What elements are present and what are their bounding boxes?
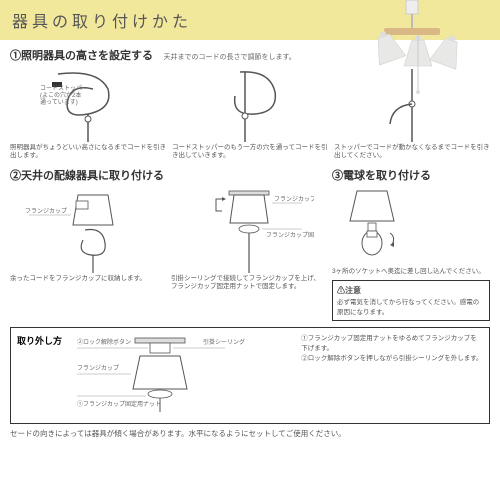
step2-1: フランジカップ 余ったコードをフランジカップに収納します。: [10, 185, 165, 292]
title-bar: 器具の取り付けかた: [0, 0, 500, 40]
caution-box: ⚠注意 必ず電気を消してから行なってください。感電の原因になります。: [332, 280, 490, 321]
step1-1-caption: 照明器具がちょうどいい高さになるまでコードを引き出します。: [10, 144, 166, 161]
svg-text:(よこの穴が2本: (よこの穴が2本: [40, 91, 81, 99]
removal-box: 取り外し方 ②ロック解除ボタン フランジカップ ①フランジカップ固定用ナット 引…: [10, 327, 490, 424]
svg-text:①フランジカップ固定用ナット: ①フランジカップ固定用ナット: [77, 400, 161, 408]
section-1: ①照明器具の高さを設定する 天井までのコードの長さで調節をします。 コードストッ…: [10, 46, 490, 161]
step2-1-caption: 余ったコードをフランジカップに収納します。: [10, 275, 165, 283]
section1-heading: ①照明器具の高さを設定する: [10, 50, 153, 62]
step1-1: コードストッパー (よこの穴が2本 通っています) 照明器具がちょうどいい高さに…: [10, 64, 166, 161]
svg-text:引掛シーリング: 引掛シーリング: [203, 338, 245, 346]
step1-2-caption: コードストッパーのもう一方の穴を通ってコードを引き出していきます。: [172, 144, 328, 161]
step3-caption: 3ヶ所のソケットへ奥迄に差し回し込んでください。: [332, 268, 490, 276]
svg-text:フランジカップ: フランジカップ: [25, 208, 67, 215]
content: ①照明器具の高さを設定する 天井までのコードの長さで調節をします。 コードストッ…: [0, 40, 500, 443]
diagram-cord-2: [200, 64, 300, 144]
svg-text:フランジカップ: フランジカップ: [274, 196, 314, 203]
svg-text:②ロック解除ボタン: ②ロック解除ボタン: [77, 338, 131, 346]
caution-body: 必ず電気を消してから行なってください。感電の原因になります。: [337, 296, 485, 316]
svg-text:通っています): 通っています): [40, 98, 78, 106]
svg-text:コードストッパー: コードストッパー: [40, 85, 88, 92]
caution-title: 注意: [345, 286, 361, 295]
section-3: ③電球を取り付ける 3ヶ所のソケットへ奥迄に差し回し込んでください。 ⚠注意 必…: [332, 163, 490, 321]
section2-heading: ②天井の配線器具に取り付ける: [10, 167, 326, 183]
removal-steps: ①フランジカップ固定用ナットをゆるめてフランジカップを下げます。 ②ロック解除ボ…: [301, 334, 483, 417]
removal-title: 取り外し方: [17, 334, 67, 417]
step1-3-caption: ストッパーでコードが動かなくなるまでコードを引き出してください。: [334, 144, 490, 161]
step1-2: コードストッパーのもう一方の穴を通ってコードを引き出していきます。: [172, 64, 328, 161]
diagram-flange-2: フランジカップ フランジカップ固定用ナット: [184, 185, 314, 275]
step2-2-caption: 引掛シーリングで接続してフランジカップを上げ、フランジカップ固定用ナットで固定し…: [171, 275, 326, 292]
section3-heading: ③電球を取り付ける: [332, 167, 490, 183]
section-2: ②天井の配線器具に取り付ける フランジカップ 余ったコードをフランジカップに収納…: [10, 163, 326, 321]
diagram-removal: ②ロック解除ボタン フランジカップ ①フランジカップ固定用ナット 引掛シーリング: [75, 334, 245, 412]
diagram-flange-1: フランジカップ: [23, 185, 153, 275]
diagram-cord-1: コードストッパー (よこの穴が2本 通っています): [38, 64, 138, 144]
diagram-bulb: [332, 185, 412, 263]
step2-2: フランジカップ フランジカップ固定用ナット 引掛シーリングで接続してフランジカッ…: [171, 185, 326, 292]
page-title: 器具の取り付けかた: [12, 14, 192, 31]
svg-text:フランジカップ: フランジカップ: [77, 365, 119, 372]
step1-3: ストッパーでコードが動かなくなるまでコードを引き出してください。: [334, 64, 490, 161]
footer-note: セードの向きによっては器具が傾く場合があります。水平になるようにセットしてご使用…: [10, 428, 490, 439]
diagram-cord-3: [362, 64, 462, 144]
section1-subtitle: 天井までのコードの長さで調節をします。: [163, 54, 295, 61]
warning-icon: ⚠: [337, 286, 345, 295]
svg-text:フランジカップ固定用ナット: フランジカップ固定用ナット: [266, 231, 314, 239]
